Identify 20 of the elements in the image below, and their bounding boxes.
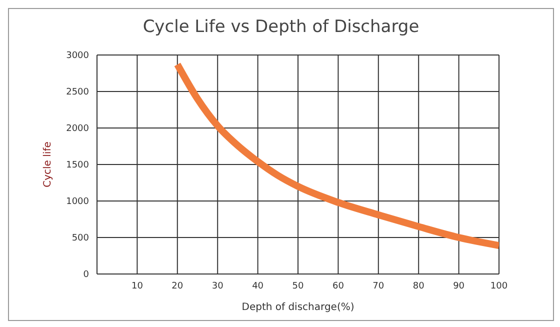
- x-tick-label: 40: [252, 281, 264, 292]
- y-tick-label: 2000: [66, 124, 90, 134]
- y-tick-label: 1500: [66, 160, 90, 171]
- y-tick-label: 2500: [66, 88, 90, 98]
- y-tick-label: 500: [72, 234, 90, 244]
- x-tick-label: 30: [212, 281, 224, 292]
- x-tick-label: 90: [453, 281, 465, 292]
- x-tick-label: 100: [490, 281, 508, 292]
- y-tick-label: 3000: [66, 51, 90, 62]
- x-tick-label: 20: [172, 281, 184, 292]
- y-axis-title: Cycle life: [42, 142, 54, 188]
- x-tick-label: 50: [292, 281, 304, 292]
- x-tick-label: 80: [412, 281, 425, 292]
- y-tick-label: 1000: [66, 197, 90, 208]
- x-tick-label: 70: [372, 281, 384, 292]
- x-tick-label: 10: [131, 281, 144, 292]
- chart-title: Cycle Life vs Depth of Discharge: [142, 17, 420, 37]
- x-axis-title: Depth of discharge(%): [242, 302, 354, 313]
- y-tick-label: 0: [83, 270, 90, 280]
- x-tick-label: 60: [332, 281, 344, 292]
